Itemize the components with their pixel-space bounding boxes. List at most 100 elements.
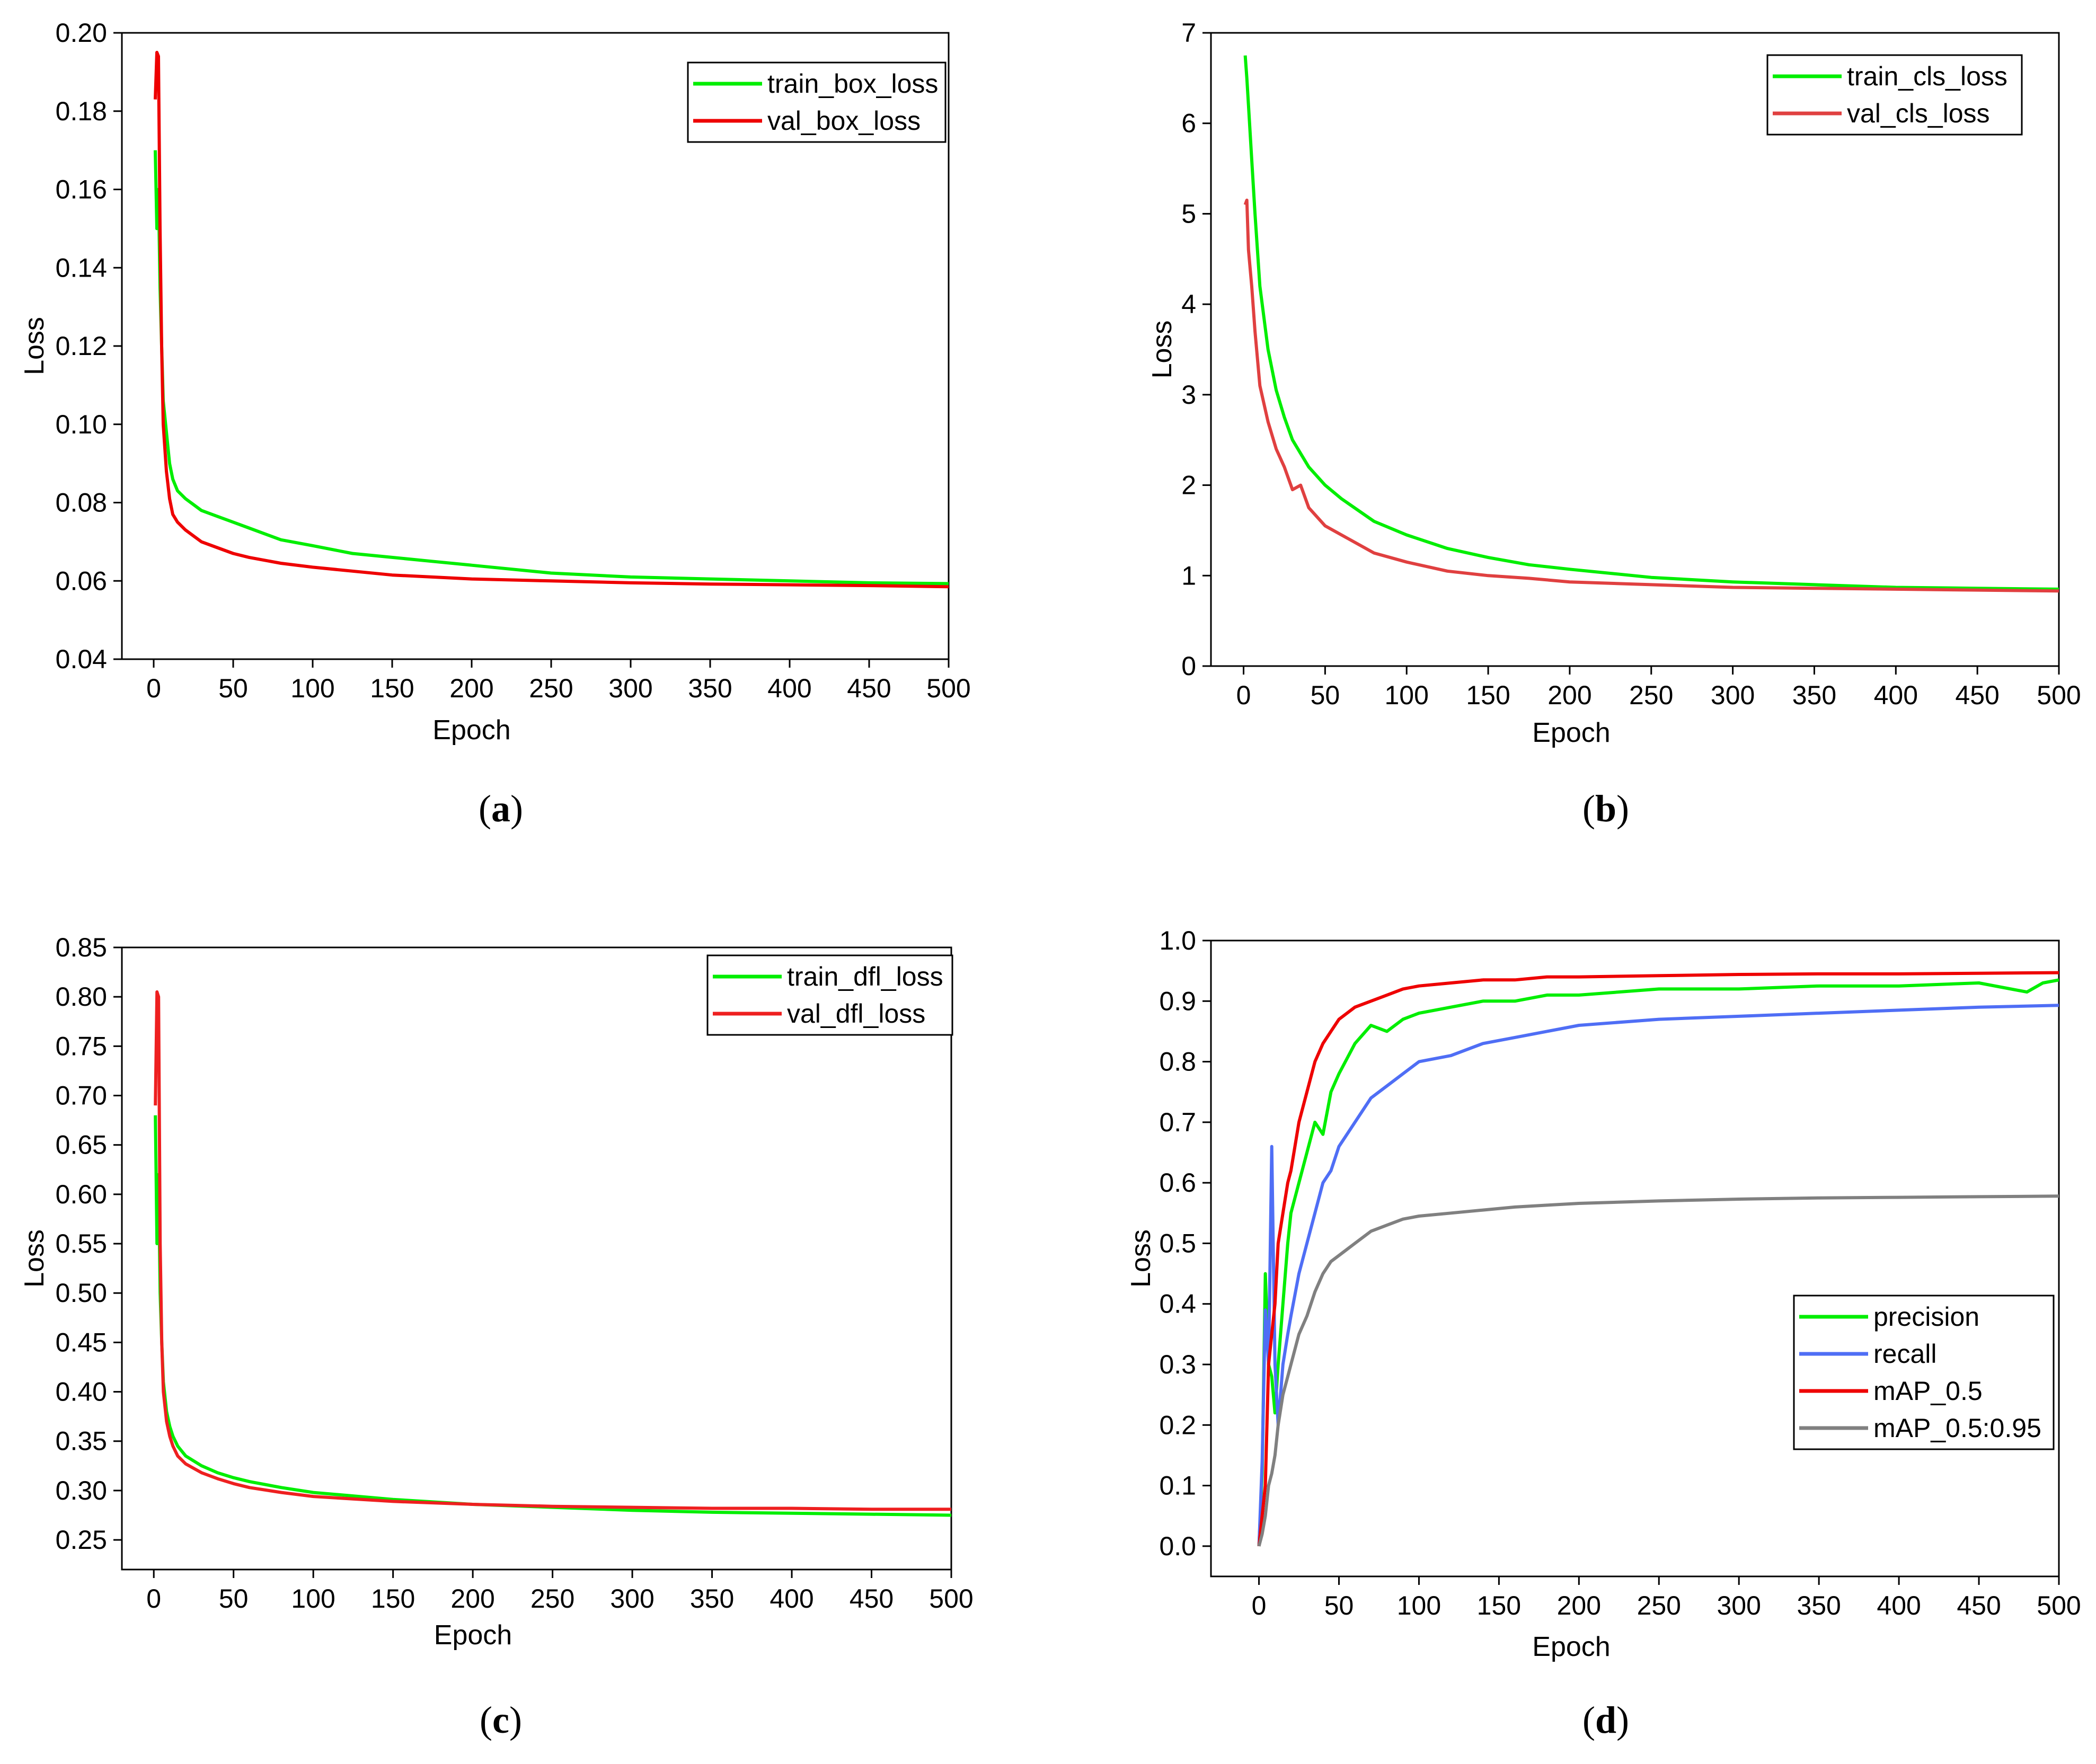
y-tick-label: 0.1 <box>1159 1471 1196 1501</box>
x-tick-label: 300 <box>1711 680 1755 710</box>
x-tick-label: 300 <box>608 673 652 703</box>
x-tick-label: 350 <box>690 1584 734 1614</box>
y-tick-label: 0.10 <box>56 410 107 439</box>
chart-panel-d: 0 50 100 150 200 250 300 350 400 450 500 0.0 0.1 0.2 0… <box>1126 926 2081 1741</box>
legend-entry: train_cls_loss <box>1847 61 2007 91</box>
y-tick-label: 0.08 <box>56 488 107 518</box>
x-tick-label: 400 <box>1874 680 1918 710</box>
x-tick-label: 450 <box>1955 680 1999 710</box>
y-tick-label: 4 <box>1181 289 1196 319</box>
y-tick-label: 0.7 <box>1159 1107 1196 1137</box>
x-tick-label: 150 <box>1466 680 1510 710</box>
y-tick-label: 0.12 <box>56 331 107 361</box>
y-tick-label: 0.65 <box>56 1130 107 1160</box>
x-tick-label: 300 <box>610 1584 654 1614</box>
x-tick-label: 200 <box>449 673 493 703</box>
legend-entry: precision <box>1873 1302 1979 1332</box>
chart-panel-c: 0 50 100 150 200 250 300 350 400 450 500 0.25 0.30 0.… <box>19 933 974 1741</box>
x-tick-label: 400 <box>1877 1591 1921 1620</box>
x-tick-label: 500 <box>926 673 970 703</box>
series-line-train-box-loss <box>154 150 949 586</box>
y-tick-label: 0.14 <box>56 253 107 282</box>
caption-letter: c <box>492 1699 509 1741</box>
caption-paren-close: ) <box>510 787 523 830</box>
y-axis-label: Loss <box>1126 1229 1156 1288</box>
legend-box <box>706 954 953 1036</box>
panel-caption: (d) <box>1582 1699 1629 1741</box>
y-tick-label: 0.20 <box>56 18 107 48</box>
x-tick-label: 50 <box>218 673 248 703</box>
x-tick-label: 0 <box>146 673 161 703</box>
y-tick-label: 0.5 <box>1159 1228 1196 1258</box>
x-tick-label: 200 <box>450 1584 494 1614</box>
y-tick-label: 0.25 <box>56 1525 107 1555</box>
y-tick-label: 0 <box>1181 651 1196 681</box>
legend-entry: train_box_loss <box>767 69 938 99</box>
x-tick-label: 450 <box>1957 1591 2001 1620</box>
x-tick-label: 100 <box>291 1584 335 1614</box>
caption-letter: b <box>1595 787 1616 830</box>
y-tick-label: 0.75 <box>56 1031 107 1061</box>
y-tick-label: 0.3 <box>1159 1350 1196 1379</box>
y-tick-label: 0.55 <box>56 1229 107 1258</box>
y-tick-label: 0.85 <box>56 933 107 962</box>
x-tick-label: 50 <box>219 1584 249 1614</box>
panel-caption: (c) <box>480 1699 522 1741</box>
x-tick-label: 250 <box>530 1584 574 1614</box>
y-tick-label: 0.35 <box>56 1426 107 1456</box>
x-tick-label: 250 <box>1637 1591 1681 1620</box>
legend-entry: mAP_0.5 <box>1873 1376 1983 1406</box>
y-tick-label: 0.60 <box>56 1180 107 1209</box>
x-tick-label: 200 <box>1547 680 1591 710</box>
y-tick-label: 1 <box>1181 561 1196 590</box>
x-axis-label: Epoch <box>432 715 510 746</box>
x-tick-label: 250 <box>529 673 573 703</box>
x-tick-label: 100 <box>290 673 334 703</box>
y-tick-label: 0.45 <box>56 1327 107 1357</box>
series-line-precision <box>1257 978 2059 1547</box>
x-tick-label: 400 <box>770 1584 813 1614</box>
x-tick-label: 350 <box>1792 680 1836 710</box>
series-line-map-0-5 <box>1257 971 2059 1547</box>
y-tick-label: 0.30 <box>56 1476 107 1505</box>
legend-entry: recall <box>1873 1339 1936 1369</box>
y-tick-label: 0.16 <box>56 175 107 205</box>
y-tick-label: 0.18 <box>56 96 107 126</box>
x-tick-label: 450 <box>847 673 891 703</box>
x-tick-label: 150 <box>1477 1591 1521 1620</box>
panel-caption: (b) <box>1582 787 1629 830</box>
y-tick-label: 2 <box>1181 471 1196 500</box>
series-line-map-0-5-0-95 <box>1257 1194 2059 1547</box>
plot-frame <box>121 946 952 1571</box>
x-axis-label: Epoch <box>1532 717 1610 748</box>
x-tick-label: 0 <box>1236 680 1251 710</box>
y-tick-label: 6 <box>1181 109 1196 138</box>
caption-paren-open: ( <box>1582 1699 1595 1741</box>
y-tick-label: 0.40 <box>56 1377 107 1407</box>
series-line-val-box-loss <box>154 50 949 589</box>
legend-entry: val_cls_loss <box>1847 99 1990 128</box>
y-tick-label: 0.4 <box>1159 1289 1196 1319</box>
caption-letter: d <box>1595 1699 1616 1741</box>
series-line-train-cls-loss <box>1243 55 2059 591</box>
x-tick-label: 500 <box>2037 680 2081 710</box>
x-tick-label: 500 <box>929 1584 973 1614</box>
x-tick-label: 50 <box>1324 1591 1354 1620</box>
series-line-val-dfl-loss <box>154 990 951 1511</box>
series-line-recall <box>1257 1004 2059 1547</box>
x-tick-label: 200 <box>1557 1591 1601 1620</box>
y-tick-label: 0.9 <box>1159 986 1196 1016</box>
chart-panel-b: 0 50 100 150 200 250 300 350 400 450 500 0 1 2 3 4 5 6 7 Ep… <box>1147 18 2081 830</box>
legend-box <box>687 61 947 143</box>
y-tick-label: 0.70 <box>56 1081 107 1111</box>
x-tick-label: 100 <box>1385 680 1429 710</box>
x-tick-label: 500 <box>2037 1591 2081 1620</box>
y-tick-label: 7 <box>1181 18 1196 48</box>
caption-paren-close: ) <box>1616 1699 1629 1741</box>
series-line-train-dfl-loss <box>154 1115 951 1517</box>
y-tick-label: 0.80 <box>56 982 107 1012</box>
y-tick-label: 0.50 <box>56 1278 107 1308</box>
y-axis-label: Loss <box>19 317 50 375</box>
plot-frame <box>1210 32 2060 667</box>
